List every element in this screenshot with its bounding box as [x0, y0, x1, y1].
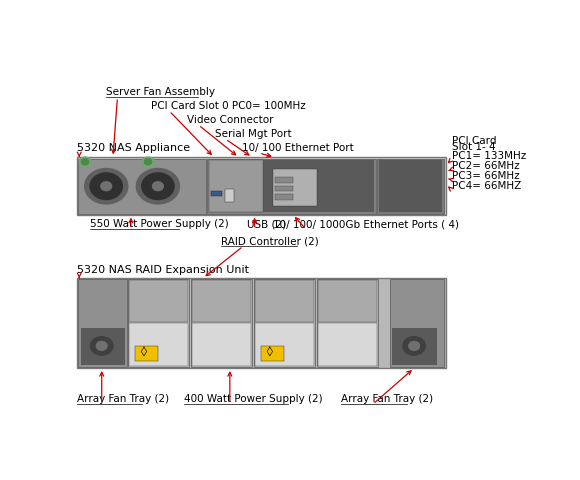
Text: RAID Controller (2): RAID Controller (2) — [221, 236, 318, 246]
Text: PC4= 66MHZ: PC4= 66MHZ — [452, 181, 521, 191]
Text: Video Connector: Video Connector — [187, 115, 274, 125]
Bar — [128, 279, 189, 367]
Bar — [81, 328, 125, 365]
Bar — [261, 346, 284, 361]
Bar — [275, 177, 293, 183]
Bar — [390, 279, 444, 367]
Bar — [273, 169, 317, 206]
Bar — [255, 280, 314, 322]
Bar — [77, 277, 445, 368]
Bar — [392, 328, 437, 365]
Text: PCI Card: PCI Card — [452, 135, 497, 145]
Circle shape — [153, 182, 164, 191]
Bar — [209, 160, 374, 212]
Bar — [318, 280, 377, 322]
Text: Server Fan Assembly: Server Fan Assembly — [106, 87, 215, 97]
Text: PC1= 133MHz: PC1= 133MHz — [452, 151, 527, 161]
Circle shape — [136, 168, 179, 204]
Bar — [275, 186, 293, 192]
Text: 400 Watt Power Supply (2): 400 Watt Power Supply (2) — [184, 394, 322, 404]
Circle shape — [144, 159, 151, 165]
Bar — [191, 279, 252, 367]
Text: 10/ 100/ 1000Gb Ethernet Ports ( 4): 10/ 100/ 1000Gb Ethernet Ports ( 4) — [273, 219, 459, 229]
Circle shape — [101, 182, 111, 191]
Text: 5320 NAS RAID Expansion Unit: 5320 NAS RAID Expansion Unit — [77, 265, 249, 275]
Bar — [209, 160, 263, 212]
Bar — [78, 279, 127, 367]
Bar — [318, 323, 377, 366]
Bar — [129, 280, 188, 322]
Circle shape — [90, 173, 122, 200]
Circle shape — [142, 173, 174, 200]
Bar — [317, 279, 378, 367]
Text: USB (2): USB (2) — [247, 219, 286, 229]
Text: Serial Mgt Port: Serial Mgt Port — [215, 129, 292, 139]
Bar — [377, 159, 444, 214]
Text: PC2= 66MHz: PC2= 66MHz — [452, 161, 520, 171]
Bar — [208, 159, 376, 214]
Text: Array Fan Tray (2): Array Fan Tray (2) — [77, 394, 169, 404]
Bar — [254, 279, 315, 367]
Circle shape — [90, 336, 113, 355]
Bar — [225, 189, 234, 202]
Bar — [255, 323, 314, 366]
Bar — [77, 157, 445, 215]
Circle shape — [142, 157, 154, 167]
Text: Slot 1- 4: Slot 1- 4 — [452, 142, 496, 152]
Bar — [379, 160, 442, 212]
Bar — [275, 194, 293, 200]
Bar — [78, 159, 206, 214]
Text: Array Fan Tray (2): Array Fan Tray (2) — [341, 394, 433, 404]
Bar — [192, 323, 251, 366]
Circle shape — [96, 341, 107, 350]
Text: 5320 NAS Appliance: 5320 NAS Appliance — [77, 143, 190, 153]
Circle shape — [79, 157, 91, 167]
Circle shape — [81, 159, 89, 165]
Bar — [129, 323, 188, 366]
Bar — [135, 346, 158, 361]
Bar — [211, 191, 222, 196]
Circle shape — [409, 341, 419, 350]
Text: 550 Watt Power Supply (2): 550 Watt Power Supply (2) — [89, 219, 229, 229]
Circle shape — [403, 336, 425, 355]
Circle shape — [85, 168, 128, 204]
Bar — [192, 280, 251, 322]
Text: 10/ 100 Ethernet Port: 10/ 100 Ethernet Port — [242, 143, 354, 153]
Text: PC3= 66MHz: PC3= 66MHz — [452, 171, 520, 181]
Text: PCI Card Slot 0 PC0= 100MHz: PCI Card Slot 0 PC0= 100MHz — [151, 101, 306, 111]
